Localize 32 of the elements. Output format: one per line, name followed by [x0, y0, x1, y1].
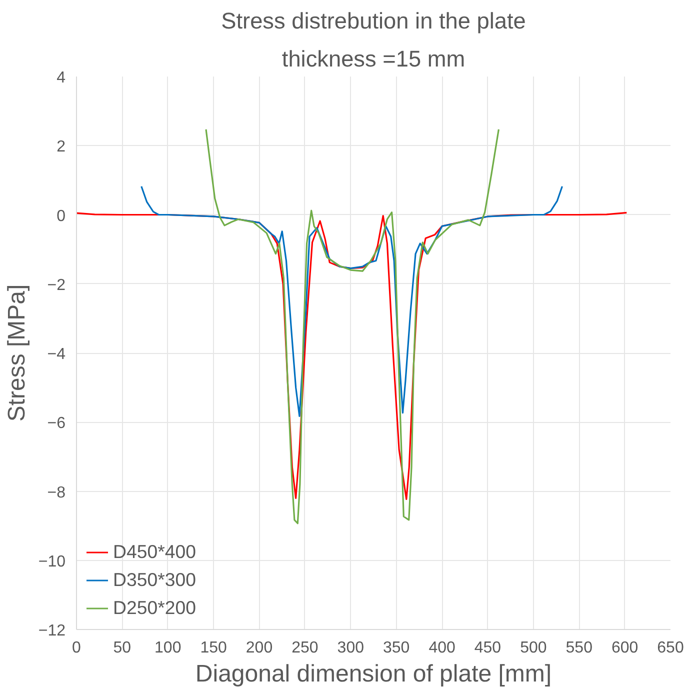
y-tick-label: 4: [56, 70, 66, 86]
y-tick-label: −10: [38, 553, 66, 570]
legend-label: D250*200: [113, 597, 196, 619]
y-tick-label: −2: [47, 276, 66, 294]
y-tick-label: 0: [56, 208, 66, 225]
y-tick-label: −12: [38, 622, 66, 640]
legend-label: D450*400: [113, 541, 196, 563]
x-tick-label: 250: [292, 640, 318, 656]
x-tick-label: 0: [72, 640, 82, 656]
x-tick-label: 50: [113, 640, 132, 656]
x-tick-label: 350: [383, 640, 410, 656]
x-tick-label: 200: [246, 640, 273, 656]
y-axis-title: Stress [MPa]: [3, 284, 30, 422]
x-tick-label: 150: [200, 640, 228, 656]
x-tick-label: 650: [657, 640, 684, 656]
line-series: [140, 186, 564, 418]
y-tick-label: 2: [56, 138, 66, 156]
y-tick-label: −8: [47, 484, 66, 502]
chart-title: Stress distrebution in the plate: [221, 8, 526, 34]
y-tick-label: −4: [47, 346, 66, 363]
legend-label: D350*300: [113, 569, 196, 591]
x-tick-label: 100: [154, 640, 182, 656]
x-tick-label: 500: [520, 640, 547, 656]
y-tick-label: −6: [47, 415, 66, 432]
chart-subtitle: thickness =15 mm: [282, 46, 466, 72]
x-tick-label: 450: [474, 640, 502, 656]
x-tick-label: 600: [611, 640, 638, 656]
x-tick-label: 550: [566, 640, 593, 656]
x-tick-label: 400: [428, 640, 456, 656]
line-series: [205, 128, 500, 524]
x-tick-label: 300: [337, 640, 364, 656]
x-axis-title: Diagonal dimension of plate [mm]: [195, 660, 552, 688]
